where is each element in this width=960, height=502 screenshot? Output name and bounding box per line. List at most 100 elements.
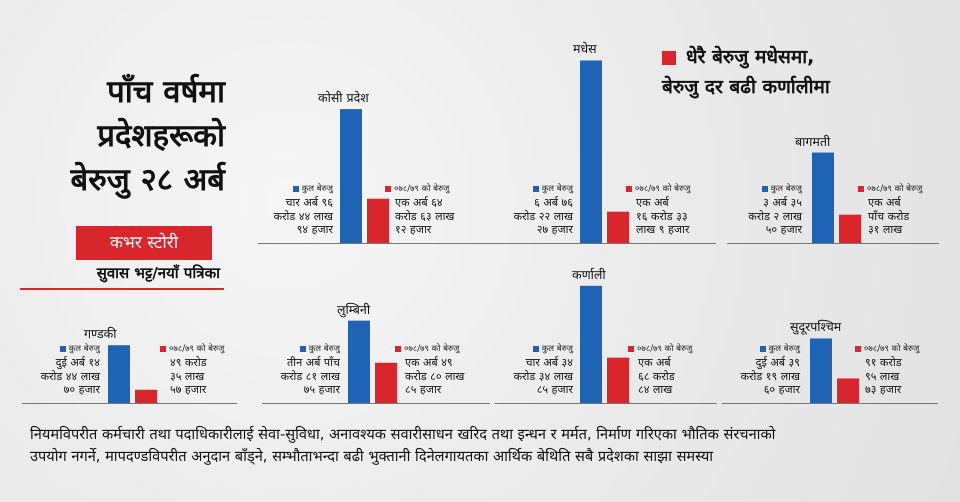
bar-total bbox=[580, 285, 602, 403]
value-line: एक अर्ब ४९ bbox=[405, 356, 453, 369]
value-line: लाख ९ हजार bbox=[636, 223, 690, 236]
bar-total bbox=[340, 109, 362, 243]
value-line: करोड ६३ लाख bbox=[395, 209, 455, 223]
legend-year: ०७८/७९ को बेरुजु bbox=[628, 343, 692, 354]
province-name: लुम्बिनी bbox=[337, 301, 371, 317]
value-line: ६० हजार bbox=[763, 383, 800, 396]
value-label-total: ३ अर्ब ३५ करोड २ लाख ५० हजार bbox=[748, 196, 802, 237]
bar-year bbox=[375, 362, 397, 403]
legend-swatch-total bbox=[299, 345, 306, 352]
value-line: दुई अर्ब १४ bbox=[55, 356, 100, 369]
value-line: एक अर्ब ६४ bbox=[395, 196, 443, 209]
value-line: ८५ हजार bbox=[536, 383, 573, 396]
author-byline: सुवास भट्ट/नयाँ पत्रिका bbox=[96, 264, 220, 282]
value-line: ७५ हजार bbox=[303, 383, 340, 396]
value-line: करोड ८१ लाख bbox=[280, 369, 340, 383]
value-line: ३५ लाख bbox=[170, 369, 205, 383]
legend-total: कुल बेरुजु bbox=[59, 343, 100, 354]
legend-swatch-year bbox=[395, 345, 401, 352]
value-label-year: ९१ करोड ९५ लाख ७३ हजार bbox=[865, 356, 902, 397]
value-line: ९५ लाख bbox=[865, 369, 900, 383]
legend-swatch-total bbox=[759, 345, 766, 352]
legend-year: ०७८/७९ को बेरुजु bbox=[855, 343, 919, 354]
key-message-line-2: बेरुजु दर बढी कर्णालीमा bbox=[662, 76, 830, 98]
value-line: करोड ४४ लाख bbox=[40, 369, 100, 383]
province-name: मधेस bbox=[573, 41, 597, 57]
value-label-year: एक अर्ब ६८ करोड ८४ लाख bbox=[638, 356, 675, 397]
legend-swatch-year bbox=[160, 345, 166, 352]
value-label-year: एक अर्ब ६४ करोड ६३ लाख १२ हजार bbox=[395, 196, 454, 237]
legend-swatch-year bbox=[628, 345, 634, 352]
value-line: २७ हजार bbox=[536, 223, 573, 236]
legend-total: कुल बेरुजु bbox=[292, 183, 333, 194]
legend-label-year: ०७८/७९ को बेरुजु bbox=[867, 184, 923, 194]
bar-year bbox=[367, 198, 389, 243]
legend-label-total: कुल बेरुजु bbox=[541, 184, 573, 194]
value-line: करोड ३४ लाख bbox=[513, 369, 573, 383]
value-line: करोड ४४ लाख bbox=[273, 209, 333, 223]
value-label-year: एक अर्ब पाँच करोड ३१ लाख bbox=[868, 196, 909, 237]
value-line: ७० हजार bbox=[63, 383, 100, 396]
value-line: एक अर्ब bbox=[638, 356, 671, 369]
value-line: तीन अर्ब पाँच bbox=[287, 356, 340, 369]
headline: पाँच वर्षमा प्रदेशहरूको बेरुजु २८ अर्ब bbox=[20, 70, 225, 202]
value-line: ५७ हजार bbox=[170, 383, 207, 396]
bar-year bbox=[607, 357, 629, 403]
value-line: ९४ हजार bbox=[296, 223, 333, 236]
legend-total: कुल बेरुजु bbox=[761, 183, 802, 194]
value-label-total: चार अर्ब ३४ करोड ३४ लाख ८५ हजार bbox=[514, 356, 573, 397]
legend-year: ०७८/७९ को बेरुजु bbox=[385, 183, 449, 194]
value-line: ३१ लाख bbox=[868, 223, 903, 236]
legend-year: ०७८/७९ को बेरुजु bbox=[395, 343, 459, 354]
legend-label-year: ०७८/७९ को बेरुजु bbox=[394, 184, 450, 194]
legend-total: कुल बेरुजु bbox=[532, 183, 573, 194]
key-message-line-1: धेरै बेरुजु मधेसमा, bbox=[686, 46, 815, 68]
value-line: ८५ हजार bbox=[405, 383, 442, 396]
bar-total bbox=[580, 60, 602, 244]
bar-total bbox=[108, 345, 130, 403]
legend-swatch-total bbox=[532, 345, 539, 352]
value-line: करोड २ लाख bbox=[748, 209, 802, 223]
legend-swatch-year bbox=[858, 185, 864, 192]
bar-year bbox=[135, 389, 157, 403]
value-line: ७३ हजार bbox=[865, 383, 902, 396]
legend-swatch-year bbox=[385, 185, 391, 192]
province-name: गण्डकी bbox=[84, 326, 117, 342]
value-line: करोड १९ लाख bbox=[740, 369, 800, 383]
section-tag: कभर स्टोरी bbox=[76, 226, 212, 260]
bar-total bbox=[810, 338, 832, 403]
legend-year: ०७८/७९ को बेरुजु bbox=[626, 183, 690, 194]
value-line: ८४ लाख bbox=[638, 383, 673, 396]
legend-label-year: ०७८/७९ को बेरुजु bbox=[635, 184, 691, 194]
province-name: बागमती bbox=[795, 133, 831, 149]
footer-line-1: नियमविपरीत कर्मचारी तथा पदाधिकारीलाई सेव… bbox=[30, 426, 776, 443]
value-line: चार अर्ब ३४ bbox=[525, 356, 573, 369]
legend-swatch-total bbox=[532, 185, 539, 192]
value-label-year: ४९ करोड ३५ लाख ५७ हजार bbox=[170, 356, 207, 397]
legend-label-total: कुल बेरुजु bbox=[308, 344, 340, 354]
value-line: एक अर्ब bbox=[636, 196, 669, 209]
legend-label-year: ०७८/७९ को बेरुजु bbox=[864, 344, 920, 354]
province-name: कोसी प्रदेश bbox=[318, 90, 369, 106]
bar-total bbox=[812, 152, 834, 243]
legend-label-total: कुल बेरुजु bbox=[770, 184, 802, 194]
legend-total: कुल बेरुजु bbox=[299, 343, 340, 354]
value-line: १२ हजार bbox=[395, 223, 432, 236]
footer-text: नियमविपरीत कर्मचारी तथा पदाधिकारीलाई सेव… bbox=[30, 424, 945, 468]
value-line: ९१ करोड bbox=[865, 356, 902, 369]
legend-label-year: ०७८/७९ को बेरुजु bbox=[637, 344, 693, 354]
value-line: ६ अर्ब ७६ bbox=[534, 196, 573, 209]
province-name: कर्णाली bbox=[572, 266, 606, 282]
legend-total: कुल बेरुजु bbox=[532, 343, 573, 354]
value-line: पाँच करोड bbox=[868, 209, 910, 223]
value-line: एक अर्ब bbox=[868, 196, 901, 209]
value-label-total: दुई अर्ब ३९ करोड १९ लाख ६० हजार bbox=[741, 356, 800, 397]
legend-label-year: ०७८/७९ को बेरुजु bbox=[169, 344, 225, 354]
value-line: ५० हजार bbox=[765, 223, 802, 236]
